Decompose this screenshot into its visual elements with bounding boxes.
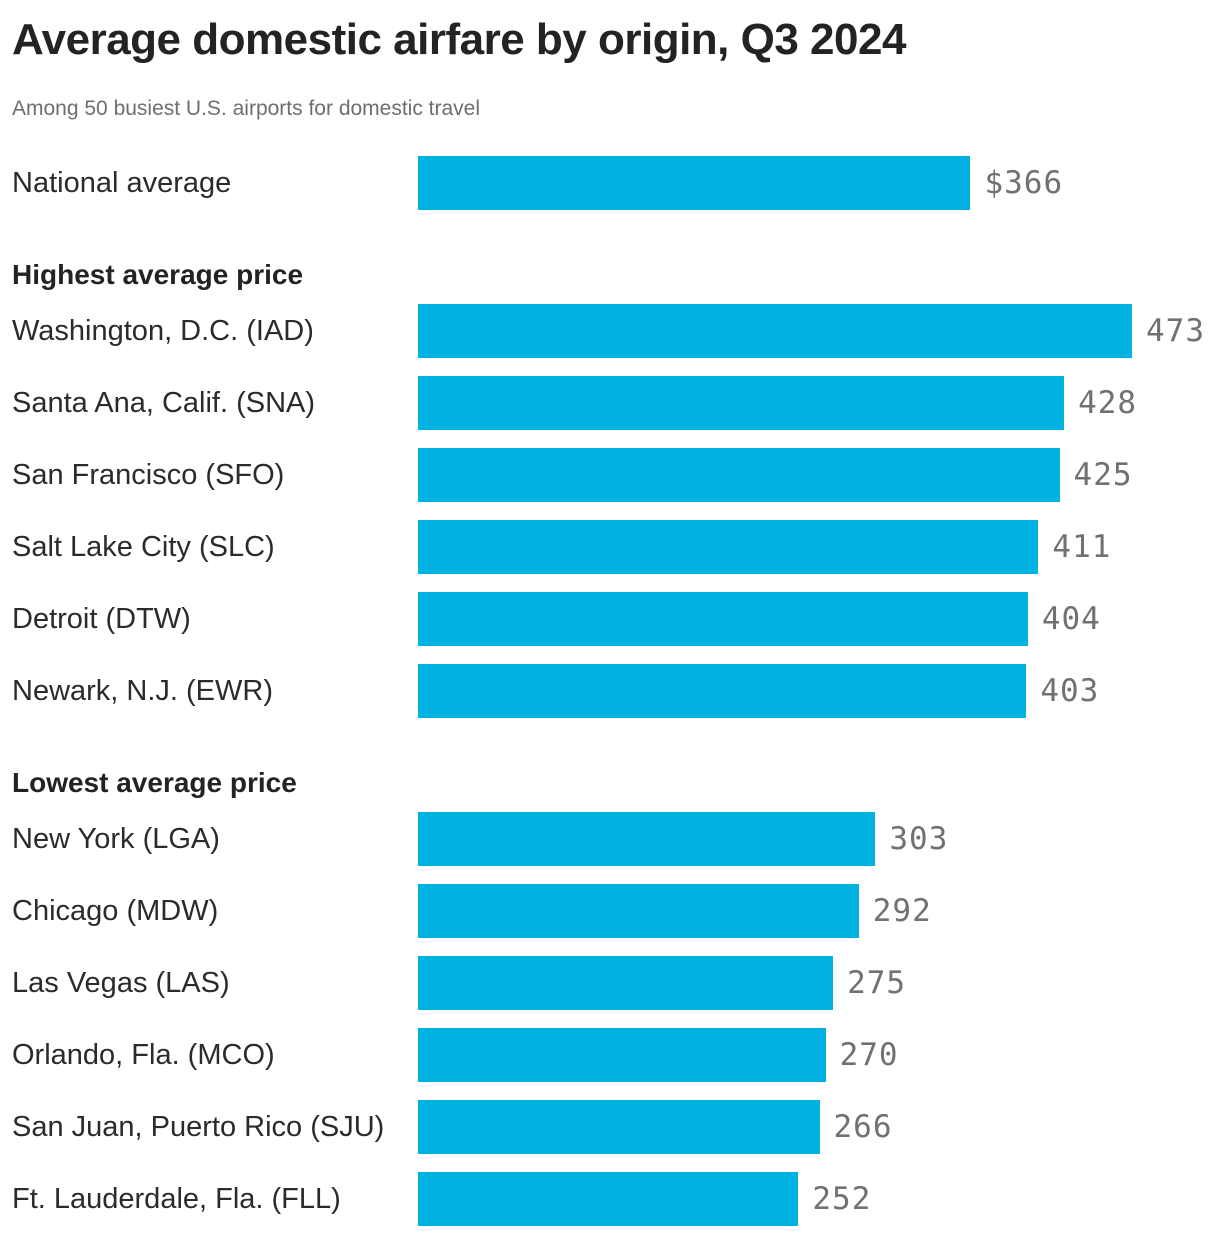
bar-row: Las Vegas (LAS) 275 (12, 956, 1220, 1011)
bar-track: 404 (418, 592, 1132, 647)
bar-value-label: 425 (1073, 457, 1133, 494)
bar-value-label: 473 (1146, 313, 1205, 350)
bar-value-label: 411 (1052, 529, 1112, 566)
bar (418, 304, 1132, 359)
bar-category-label: Santa Ana, Calif. (SNA) (12, 386, 316, 419)
bar-row: Newark, N.J. (EWR) 403 (12, 664, 1220, 719)
bar-category-label: Chicago (MDW) (12, 894, 219, 927)
bar (418, 664, 1027, 719)
bar-value-label: 270 (839, 1037, 899, 1074)
bar-category-label: Orlando, Fla. (MCO) (12, 1038, 275, 1071)
bar-track: 403 (418, 664, 1132, 719)
bar-value-label: 275 (847, 965, 907, 1002)
chart-title: Average domestic airfare by origin, Q3 2… (12, 15, 906, 64)
bar-value-label: 404 (1041, 601, 1101, 638)
bar-track: 425 (418, 448, 1133, 503)
bar-row: Salt Lake City (SLC) 411 (12, 520, 1220, 575)
chart-section: Lowest average price New York (LGA) 303 Chi… (12, 767, 1220, 1227)
bar-value-label: 403 (1040, 673, 1100, 710)
chart-subtitle: Among 50 busiest U.S. airports for domes… (12, 97, 481, 121)
bar (418, 592, 1028, 647)
bar (418, 812, 876, 867)
bar-category-label: Ft. Lauderdale, Fla. (FLL) (12, 1182, 341, 1215)
chart-section: National average $366 (12, 156, 1220, 211)
chart-section: Highest average price Washington, D.C. (I… (12, 259, 1220, 719)
bar-category-label: New York (LGA) (12, 822, 220, 855)
bar (418, 156, 971, 211)
bar-category-label: Washington, D.C. (IAD) (12, 314, 314, 347)
bar-track: 292 (418, 884, 1132, 939)
bar-track: $366 (418, 156, 1132, 211)
bar-track: 275 (418, 956, 1132, 1011)
bar-row: Chicago (MDW) 292 (12, 884, 1220, 939)
bar-track: 266 (418, 1100, 1132, 1155)
bar-row: Orlando, Fla. (MCO) 270 (12, 1028, 1220, 1083)
bar-track: 303 (418, 812, 1132, 867)
bar-track: 270 (418, 1028, 1132, 1083)
bar-track: 411 (418, 520, 1132, 575)
bar-value-label: 292 (872, 893, 932, 930)
bar-value-label: $366 (984, 165, 1064, 202)
bar-row: New York (LGA) 303 (12, 812, 1220, 867)
section-header: Highest average price (12, 259, 304, 291)
bar (418, 956, 834, 1011)
bar-value-label: 252 (812, 1181, 872, 1218)
bar-value-label: 428 (1078, 385, 1138, 422)
bar-category-label: Newark, N.J. (EWR) (12, 674, 273, 707)
chart-sections: National average $366 Highest average pric… (12, 156, 1220, 1227)
bar (418, 448, 1060, 503)
bar-category-label: Las Vegas (LAS) (12, 966, 230, 999)
bar-value-label: 303 (889, 821, 949, 858)
bar-row: Santa Ana, Calif. (SNA) 428 (12, 376, 1220, 431)
bar-row: San Francisco (SFO) 425 (12, 448, 1220, 503)
bar-category-label: Salt Lake City (SLC) (12, 530, 275, 563)
bar-row: San Juan, Puerto Rico (SJU) 266 (12, 1100, 1220, 1155)
bar-track: 428 (418, 376, 1136, 431)
bar-track: 252 (418, 1172, 1132, 1227)
bar (418, 884, 859, 939)
bar-category-label: San Francisco (SFO) (12, 458, 285, 491)
section-header: Lowest average price (12, 767, 297, 799)
bar-row: National average $366 (12, 156, 1220, 211)
bar (418, 1100, 820, 1155)
bar-category-label: National average (12, 166, 232, 199)
bar-value-label: 266 (833, 1109, 893, 1146)
bar (418, 520, 1039, 575)
bar (418, 1028, 826, 1083)
bar (418, 1172, 799, 1227)
bar-row: Detroit (DTW) 404 (12, 592, 1220, 647)
bar-category-label: San Juan, Puerto Rico (SJU) (12, 1110, 385, 1143)
bar-row: Ft. Lauderdale, Fla. (FLL) 252 (12, 1172, 1220, 1227)
bar-row: Washington, D.C. (IAD) 473 (12, 304, 1220, 359)
bar-track: 473 (418, 304, 1204, 359)
bar (418, 376, 1065, 431)
bar-category-label: Detroit (DTW) (12, 602, 191, 635)
